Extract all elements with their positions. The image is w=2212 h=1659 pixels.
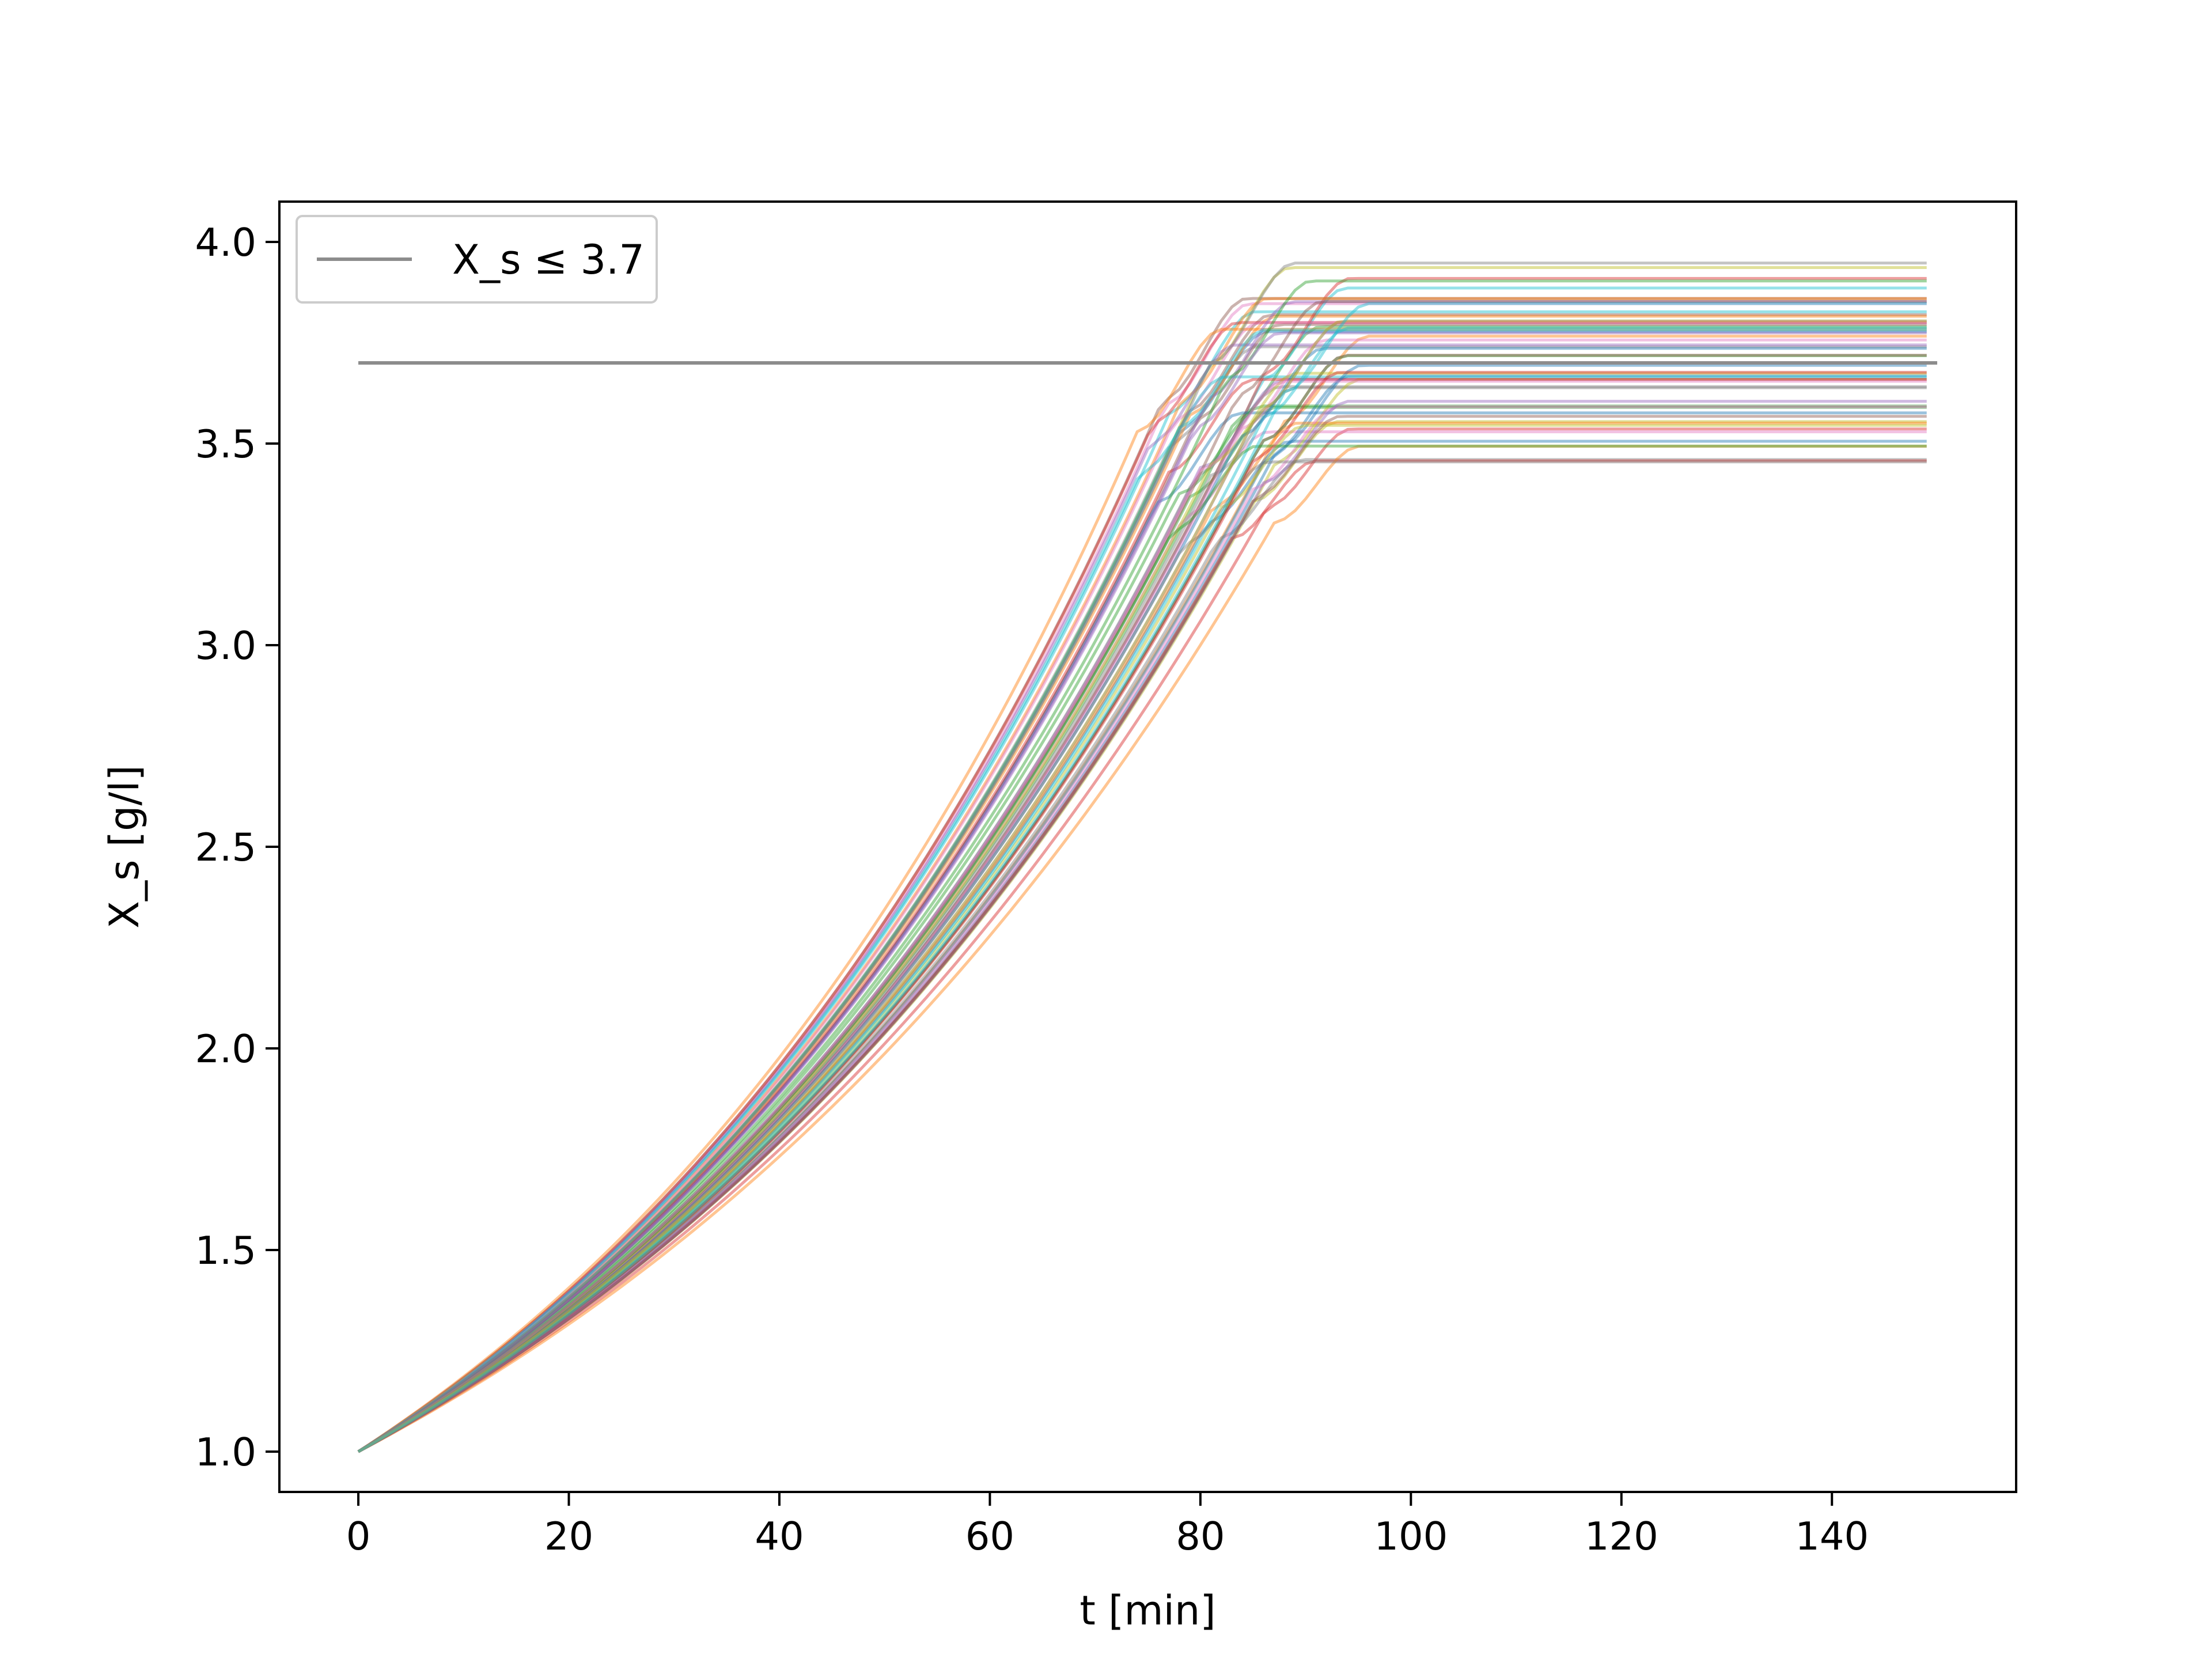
series-line [357,459,1927,1453]
series-line [357,458,1927,1453]
series-line [357,415,1927,1453]
series-line [357,321,1927,1453]
y-tick-label: 3.0 [195,623,256,668]
series-line [357,444,1927,1453]
series-line [357,406,1927,1453]
series-line [357,375,1927,1453]
series-line [357,338,1927,1453]
series-line [357,347,1927,1453]
series-line [357,405,1927,1453]
x-tick-label: 140 [1795,1514,1869,1559]
x-tick-label: 60 [965,1514,1014,1559]
series-line [357,411,1927,1453]
series-line [357,343,1927,1453]
series-line [357,404,1927,1453]
series-line [357,386,1927,1453]
series-line [357,370,1927,1453]
x-axis-ticks: 0 20 40 60 80 100 120 140 [346,1492,1869,1559]
y-tick-label: 3.5 [195,422,256,467]
series-line [357,377,1927,1453]
y-tick-label: 1.5 [195,1228,256,1273]
series-line [357,266,1927,1453]
series-line [357,323,1927,1453]
series-line [357,320,1927,1453]
x-axis-label: t [min] [1080,1587,1215,1634]
series-line [357,315,1927,1453]
series-line [357,440,1927,1453]
legend: X_s ≤ 3.7 [296,215,658,304]
series-line [357,380,1927,1453]
series-line [357,300,1927,1453]
series-layer [357,262,1927,1453]
series-line [357,345,1927,1453]
series-line [357,330,1927,1453]
series-line [357,335,1927,1453]
series-line [357,427,1927,1453]
series-line [357,262,1927,1453]
y-tick-label: 2.5 [195,825,256,870]
y-tick-label: 1.0 [195,1430,256,1475]
series-line [357,302,1927,1453]
series-line [357,430,1927,1453]
series-line [357,328,1927,1453]
series-line [357,372,1927,1453]
x-tick-label: 100 [1374,1514,1448,1559]
x-tick-label: 20 [544,1514,593,1559]
series-line [357,297,1927,1453]
series-line [357,354,1927,1453]
x-tick-label: 120 [1585,1514,1658,1559]
series-line [357,286,1927,1453]
series-line [357,328,1927,1453]
y-tick-label: 4.0 [195,220,256,265]
series-line [357,378,1927,1453]
series-line [357,378,1927,1453]
y-tick-label: 2.0 [195,1027,256,1071]
series-line [357,331,1927,1453]
series-line [357,325,1927,1453]
series-line [357,302,1927,1453]
series-line [357,422,1927,1453]
series-line [357,321,1927,1453]
series-line [357,354,1927,1453]
series-line [357,374,1927,1453]
x-tick-label: 40 [755,1514,804,1559]
series-line [357,300,1927,1453]
x-tick-label: 80 [1176,1514,1225,1559]
legend-entry-label: X_s ≤ 3.7 [452,236,645,283]
series-line [357,310,1927,1453]
series-line [357,420,1927,1453]
x-tick-label: 0 [346,1514,371,1559]
series-line [357,297,1927,1453]
series-line [357,279,1927,1453]
series-line [357,385,1927,1453]
legend-box [296,215,658,304]
y-axis-ticks: 1.0 1.5 2.0 2.5 3.0 3.5 4.0 [195,220,279,1475]
y-axis-label: X_s [g/l] [101,765,148,929]
series-line [357,326,1927,1453]
series-line [357,400,1927,1453]
series-line [357,319,1927,1453]
series-line [357,363,1927,1453]
series-line [357,423,1927,1453]
series-line [357,276,1927,1453]
series-line [357,445,1927,1453]
series-line [357,313,1927,1453]
series-line [357,460,1927,1453]
